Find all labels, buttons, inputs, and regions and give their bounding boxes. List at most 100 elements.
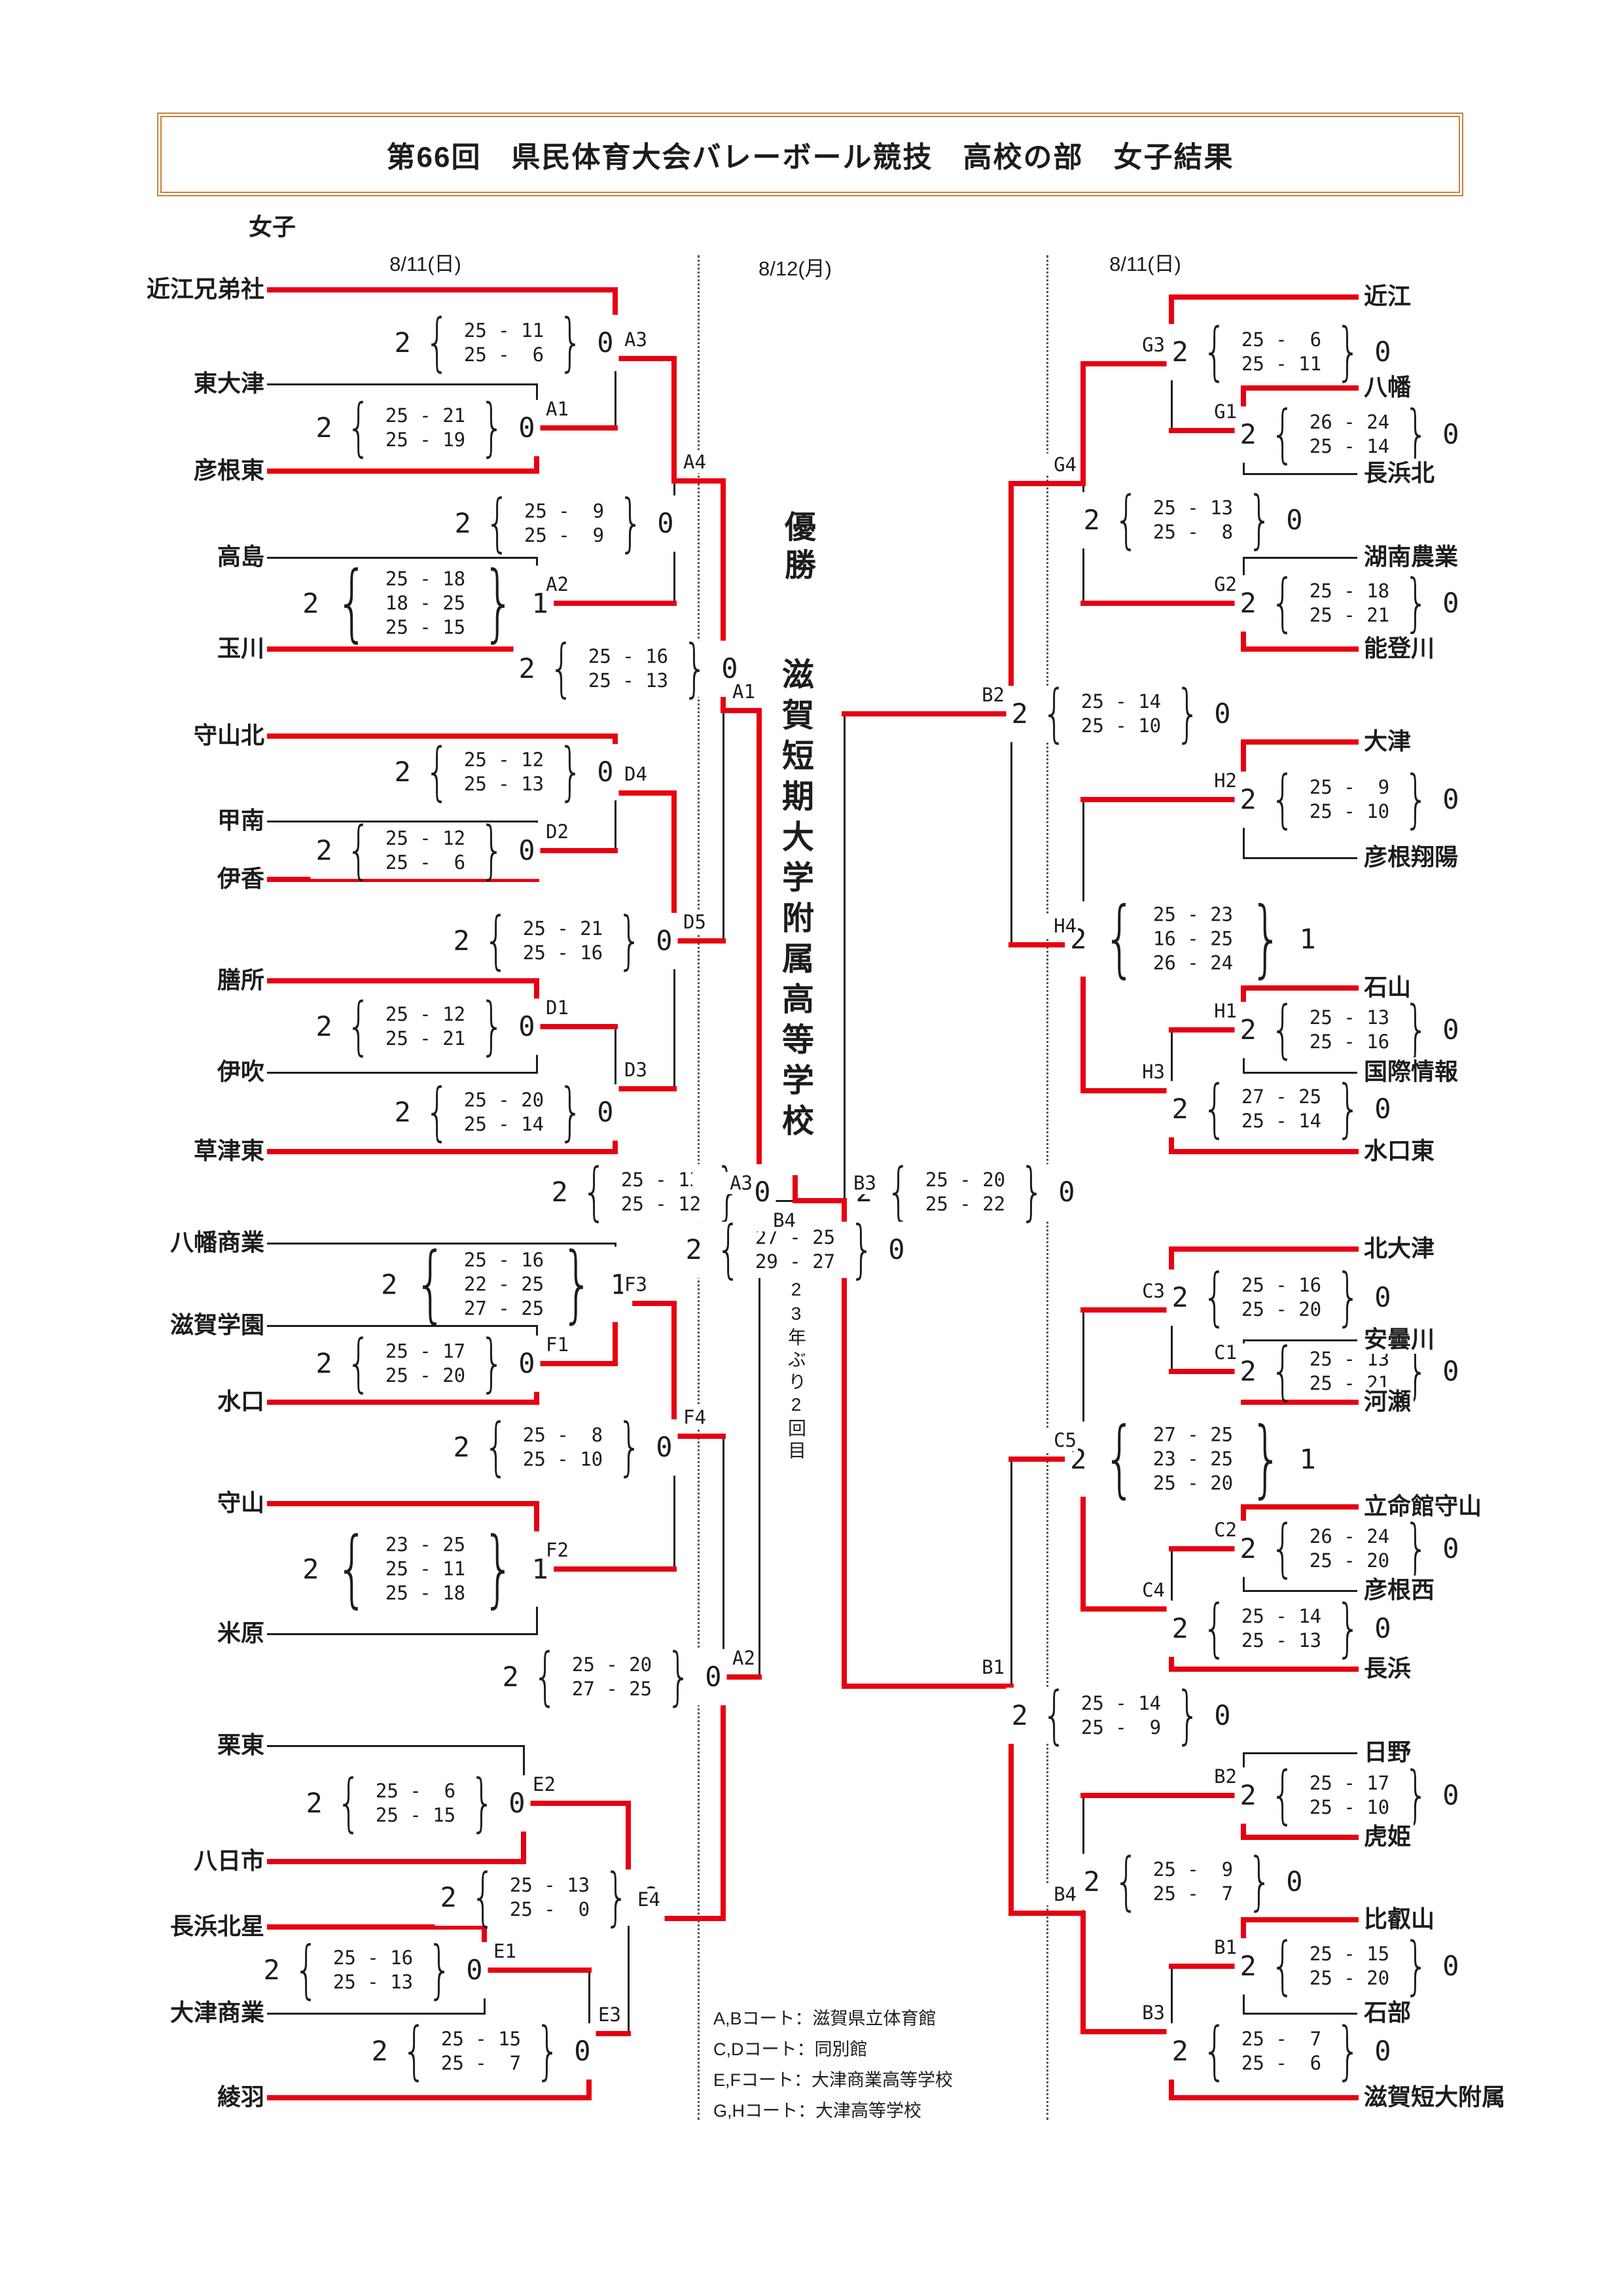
match-A2-set-3: 25 - 15 [385,616,466,639]
team-label-konan: 甲南 [38,806,267,835]
winner-path-line [264,2095,592,2100]
team-label-adogawa: 安曇川 [1361,1325,1438,1354]
team-label-hino: 日野 [1361,1738,1414,1767]
match-A2-sets-won: 2 [302,587,319,620]
match-D1-score: 2 {25 - 12 25 - 21} 0 [310,989,541,1063]
team-label-torahime: 虎姫 [1361,1822,1414,1851]
bracket-line [614,1025,616,1090]
bracket-line [1242,472,1357,475]
match-C3-sets-won: 2 [1171,1281,1188,1314]
bracket-line [1170,1965,1173,2033]
match-D1-sets-won: 2 [315,1010,332,1043]
champion-heading: 優勝 [779,510,814,586]
match-E1-label: E1 [492,1940,518,1962]
bracket-line [1242,1071,1357,1074]
brace-close: } [469,1766,495,1840]
match-B2q-sets-lost: 0 [1214,698,1231,730]
winner-path-line [671,1301,677,1439]
match-B2q-set-1: 25 - 14 [1080,690,1162,713]
brace-close: } [558,306,583,380]
bracket-line [1242,1589,1357,1592]
winner-path-line [1008,942,1086,947]
match-G1-score: 2 {26 - 24 25 - 14} 0 [1234,402,1465,465]
match-D4-label: D4 [623,763,649,785]
match-F4-sets-won: 2 [453,1431,470,1464]
match-E1-score: 2 {25 - 16 25 - 13} 0 [258,1938,488,2001]
bracket-line [1242,798,1245,859]
match-G4-sets-lost: 0 [1286,504,1303,537]
winner-path-line [793,1175,798,1203]
match-FIN-sets-won: 2 [685,1233,702,1266]
match-B4-score: 2 {25 - 9 25 - 7} 0 [1078,1850,1308,1913]
match-G1-sets-won: 2 [1240,418,1257,451]
category-label: 女子 [249,213,296,240]
match-B2q-label: B2 [944,684,1006,706]
bracket-line [722,1435,724,1678]
match-B1q-set-2: 25 - 9 [1080,1716,1162,1739]
match-G1-set-1: 26 - 24 [1309,411,1390,433]
date-header-right: 8/11(日) [1109,253,1181,275]
winner-path-line [1169,1246,1359,1252]
brace-open: { [1202,1072,1228,1146]
match-B2-sets-lost: 0 [1442,1779,1459,1812]
bracket-line [1242,1752,1357,1754]
match-D1-label: D1 [544,997,570,1019]
winner-path-line [1008,1911,1086,1916]
match-E2-set-1: 25 - 6 [375,1780,456,1802]
winner-path-line [1080,1307,1174,1313]
match-E1-set-1: 25 - 16 [332,1947,414,1969]
winner-path-line [842,1198,847,1689]
match-A3s-sets-lost: 0 [754,1176,771,1209]
match-C1-sets-won: 2 [1240,1355,1257,1388]
brace-close: } [666,1640,691,1714]
brace-open: { [346,391,372,465]
bracket-line [1170,1547,1173,1610]
winner-path-line [521,1801,631,1806]
team-label-omi: 近江 [1361,282,1414,311]
brace-open: { [402,2014,427,2088]
brace-open: { [335,1519,369,1617]
match-G3-sets-won: 2 [1171,336,1188,368]
match-E2-set-2: 25 - 15 [375,1804,456,1826]
match-E3-sets-lost: 0 [574,2035,591,2068]
match-D2-set-2: 25 - 6 [385,851,466,874]
match-F2-score: 2{23 - 25 25 - 11 25 - 18} 1 [297,1519,554,1617]
winner-path-line [1241,739,1246,802]
match-B2q-set-2: 25 - 10 [1080,715,1162,737]
match-H4-set-2: 16 - 25 [1152,927,1234,950]
winner-path-line [671,1434,726,1439]
match-G1-set-2: 25 - 14 [1309,435,1390,457]
brace-close: } [849,1212,874,1286]
winner-path-line [1241,385,1359,391]
match-F4-sets-lost: 0 [656,1431,673,1464]
match-F3-label: F3 [623,1273,649,1296]
match-A2-set-1: 25 - 18 [385,567,466,590]
brace-open: { [471,1860,496,1934]
champion-note: 23年ぶり2回目 [786,1279,806,1463]
team-label-kitaotsu: 北大津 [1361,1234,1438,1263]
match-H2-set-1: 25 - 9 [1309,776,1390,798]
winner-path-line [1169,1546,1246,1551]
match-F2-set-3: 25 - 18 [385,1581,466,1604]
match-C3-set-2: 25 - 20 [1241,1298,1322,1320]
team-label-tamagawa: 玉川 [38,634,267,663]
bracket-line [266,820,538,822]
winner-path-line [1241,985,1359,991]
match-F4-set-1: 25 - 8 [522,1424,603,1446]
match-H2-label: H2 [1177,769,1238,792]
bracket-line [1242,2012,1357,2015]
match-D5-sets-won: 2 [453,925,470,957]
match-G4-set-2: 25 - 8 [1152,521,1234,543]
match-B1-score: 2 {25 - 15 25 - 20} 0 [1234,1934,1465,1997]
brace-close: } [560,1235,594,1333]
match-A3-set-2: 25 - 6 [463,344,544,366]
winner-path-line [534,1024,618,1029]
match-A2q-sets-lost: 0 [705,1661,722,1693]
match-A1-set-1: 25 - 21 [385,404,466,427]
match-G3-score: 2 {25 - 6 25 - 11} 0 [1166,320,1397,383]
brace-open: { [1103,889,1137,987]
brace-open: { [346,989,372,1063]
team-label-notogawa: 能登川 [1361,634,1438,663]
